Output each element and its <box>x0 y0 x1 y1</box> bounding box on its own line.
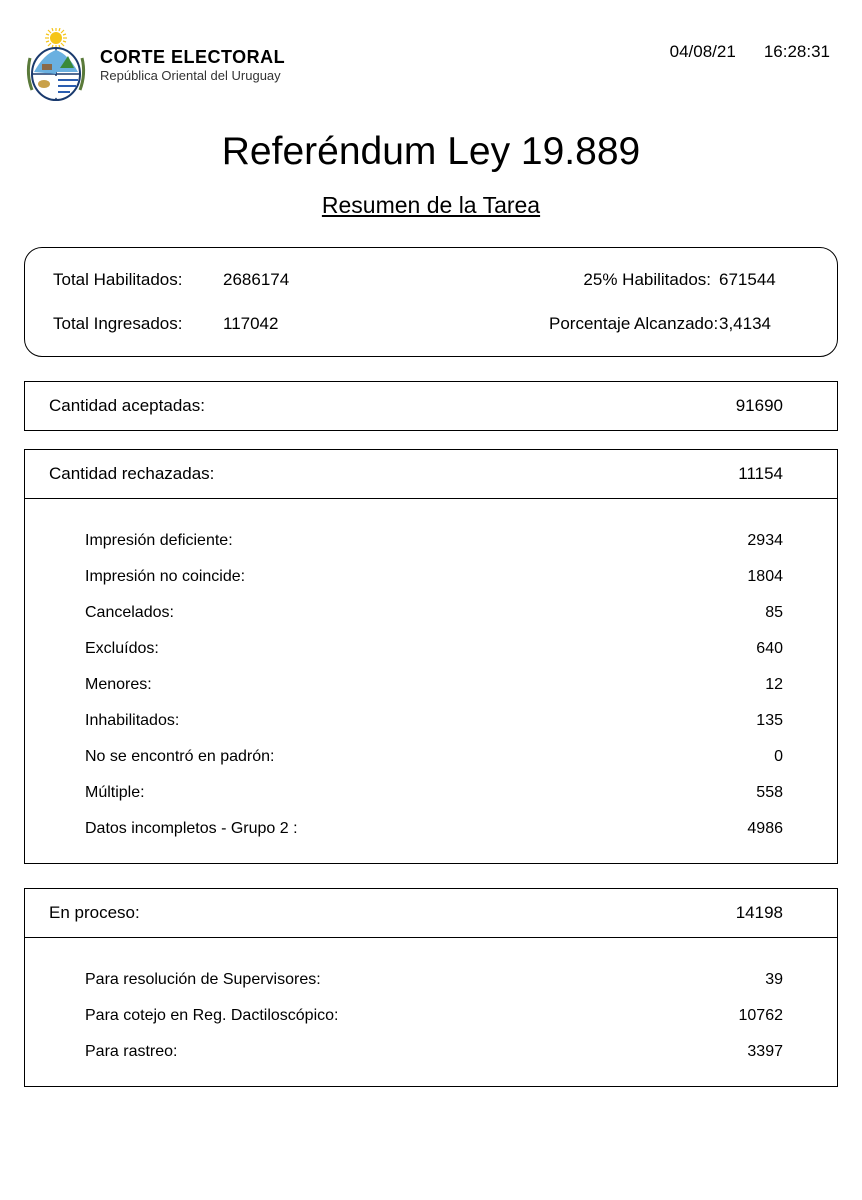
pct-alcanzado-value: 3,4134 <box>719 314 809 334</box>
total-ingresados-label: Total Ingresados: <box>53 314 223 334</box>
rechazadas-row: Impresión no coincide: 1804 <box>85 559 817 595</box>
pct25-label: 25% Habilitados: <box>549 270 719 290</box>
report-date: 04/08/21 <box>670 42 736 62</box>
logo-block: CORTE ELECTORAL República Oriental del U… <box>24 28 285 102</box>
rechazadas-row: Impresión deficiente: 2934 <box>85 523 817 559</box>
rechazadas-row: No se encontró en padrón: 0 <box>85 739 817 775</box>
rechazadas-header-box: Cantidad rechazadas: 11154 <box>24 449 838 499</box>
rechazadas-item-label: Múltiple: <box>85 784 145 802</box>
org-text: CORTE ELECTORAL República Oriental del U… <box>100 46 285 85</box>
org-name: CORTE ELECTORAL <box>100 46 285 69</box>
rechazadas-item-value: 85 <box>737 604 817 622</box>
report-time: 16:28:31 <box>764 42 830 62</box>
pct25-value: 671544 <box>719 270 809 290</box>
rechazadas-item-value: 0 <box>737 748 817 766</box>
rechazadas-item-label: Impresión deficiente: <box>85 532 233 550</box>
rechazadas-item-label: No se encontró en padrón: <box>85 748 274 766</box>
rechazadas-value: 11154 <box>733 464 813 484</box>
rechazadas-item-value: 640 <box>737 640 817 658</box>
en-proceso-label: En proceso: <box>49 903 140 923</box>
page-title: Referéndum Ley 19.889 <box>24 130 838 174</box>
rechazadas-item-value: 135 <box>737 712 817 730</box>
rechazadas-item-label: Menores: <box>85 676 152 694</box>
rechazadas-item-label: Datos incompletos - Grupo 2 : <box>85 820 298 838</box>
en-proceso-details: Para resolución de Supervisores: 39 Para c… <box>24 938 838 1087</box>
rechazadas-item-label: Impresión no coincide: <box>85 568 245 586</box>
rechazadas-item-value: 12 <box>737 676 817 694</box>
rechazadas-row: Excluídos: 640 <box>85 631 817 667</box>
rechazadas-item-label: Inhabilitados: <box>85 712 179 730</box>
rechazadas-row: Cancelados: 85 <box>85 595 817 631</box>
rechazadas-row: Múltiple: 558 <box>85 775 817 811</box>
en-proceso-item-label: Para cotejo en Reg. Dactiloscópico: <box>85 1007 338 1025</box>
rechazadas-label: Cantidad rechazadas: <box>49 464 214 484</box>
summary-grid: Total Habilitados: 2686174 25% Habilitad… <box>53 270 809 334</box>
total-habilitados-value: 2686174 <box>223 270 353 290</box>
total-habilitados-label: Total Habilitados: <box>53 270 223 290</box>
rechazadas-item-value: 2934 <box>737 532 817 550</box>
rechazadas-item-label: Excluídos: <box>85 640 159 658</box>
en-proceso-row: Para rastreo: 3397 <box>85 1034 817 1070</box>
en-proceso-row: Para cotejo en Reg. Dactiloscópico: 10762 <box>85 998 817 1034</box>
summary-box: Total Habilitados: 2686174 25% Habilitad… <box>24 247 838 357</box>
org-subtitle: República Oriental del Uruguay <box>100 68 285 84</box>
rechazadas-row: Inhabilitados: 135 <box>85 703 817 739</box>
en-proceso-item-value: 10762 <box>737 1007 817 1025</box>
en-proceso-header-box: En proceso: 14198 <box>24 888 838 938</box>
rechazadas-row: Menores: 12 <box>85 667 817 703</box>
rechazadas-item-value: 1804 <box>737 568 817 586</box>
rechazadas-row: Datos incompletos - Grupo 2 : 4986 <box>85 811 817 847</box>
aceptadas-label: Cantidad aceptadas: <box>49 396 205 416</box>
total-ingresados-value: 117042 <box>223 314 353 334</box>
coat-of-arms-icon <box>24 28 88 102</box>
en-proceso-item-label: Para resolución de Supervisores: <box>85 971 321 989</box>
en-proceso-value: 14198 <box>733 903 813 923</box>
pct-alcanzado-label: Porcentaje Alcanzado: <box>549 314 719 334</box>
rechazadas-details: Impresión deficiente: 2934 Impresión no co… <box>24 499 838 864</box>
rechazadas-item-value: 4986 <box>737 820 817 838</box>
rechazadas-item-label: Cancelados: <box>85 604 174 622</box>
en-proceso-item-value: 39 <box>737 971 817 989</box>
report-datetime: 04/08/21 16:28:31 <box>670 28 838 62</box>
rechazadas-item-value: 558 <box>737 784 817 802</box>
report-header: CORTE ELECTORAL República Oriental del U… <box>24 28 838 102</box>
en-proceso-item-value: 3397 <box>737 1043 817 1061</box>
aceptadas-box: Cantidad aceptadas: 91690 <box>24 381 838 431</box>
en-proceso-row: Para resolución de Supervisores: 39 <box>85 962 817 998</box>
en-proceso-item-label: Para rastreo: <box>85 1043 177 1061</box>
aceptadas-value: 91690 <box>733 396 813 416</box>
page-subtitle: Resumen de la Tarea <box>24 192 838 219</box>
